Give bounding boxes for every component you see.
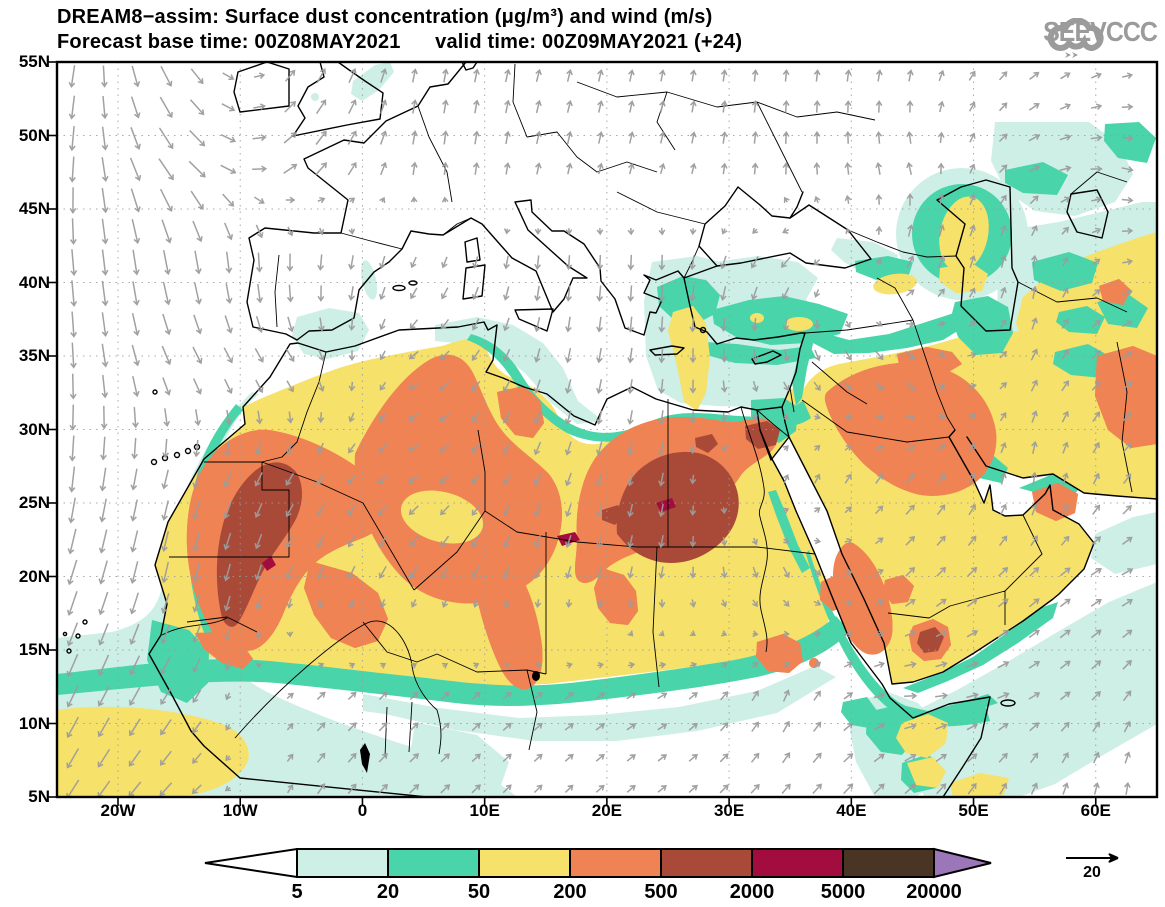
seevccc-logo: SEEVCCC [1043,16,1158,58]
colorbar-value-5000: 5000 [820,881,866,903]
logo-text: SEEVCCC [1043,16,1158,48]
dust-layer-500-2000 [216,421,944,653]
lat-label-15N: 15N [18,640,50,659]
lon-label-20W: 20W [100,801,136,820]
colorbar-value-200: 200 [553,881,587,903]
lon-label-60E: 60E [1080,801,1111,820]
lon-label-0: 0 [357,801,368,820]
colorbar-value-20: 20 [376,881,400,903]
colorbar [204,847,992,879]
colorbar-value-500: 500 [644,881,678,903]
lat-label-5N: 5N [28,787,50,806]
colorbar-value-50: 50 [467,881,491,903]
rivers [161,406,768,773]
lat-label-30N: 30N [18,419,50,439]
lon-label-50E: 50E [958,801,989,820]
dust-layer-2000-5000 [262,498,676,571]
lat-label-10N: 10N [18,713,50,733]
colorbar-value-2000: 2000 [729,881,775,903]
wind-ref-value: 20 [1083,864,1101,881]
lat-label-50N: 50N [18,125,50,145]
lon-label-30E: 30E [713,801,745,820]
lon-label-40E: 40E [836,801,867,820]
lat-label-25N: 25N [18,493,50,512]
colorbar-value-20000: 20000 [906,881,962,903]
lat-label-45N: 45N [18,199,50,218]
wind-ref-arrow [1066,853,1119,863]
lat-label-35N: 35N [18,346,50,365]
country-borders [169,63,1133,758]
plot-subtitle-times: Forecast base time: 00Z08MAY2021 valid t… [57,31,743,53]
lon-label-20E: 20E [591,801,622,820]
lat-label-40N: 40N [18,272,50,292]
colorbar-value-5: 5 [291,881,303,903]
map-area [57,62,1157,797]
lon-label-10E: 10E [469,801,500,820]
lat-label-20N: 20N [18,566,50,586]
axis-ticks [48,61,1097,806]
lon-label-10W: 10W [222,801,258,820]
dust-layer-yellow-hole [400,490,484,544]
wind-arrows [66,65,1134,797]
cloud-logo-icon [1047,18,1104,58]
lat-label-55N: 55N [18,52,50,71]
plot-title: DREAM8−assim: Surface dust concentration… [57,6,713,28]
